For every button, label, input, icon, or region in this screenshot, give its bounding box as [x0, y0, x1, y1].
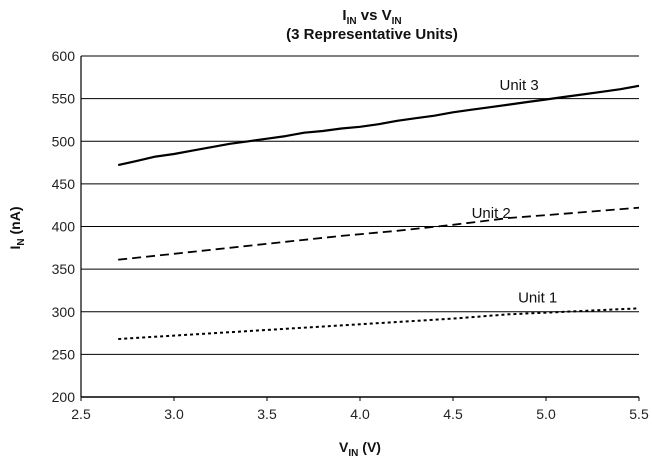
y-axis-label: IN (nA): [7, 206, 27, 249]
annotation-unit-3: Unit 3: [500, 77, 539, 94]
y-tick-label: 350: [52, 261, 76, 277]
y-tick-label: 450: [52, 176, 76, 192]
series-lines: [117, 84, 640, 340]
x-tick-label: 4.0: [350, 406, 370, 422]
x-tick-label: 5.0: [536, 406, 556, 422]
x-axis-label: VIN (V): [339, 439, 381, 459]
y-tick-label: 200: [52, 389, 76, 405]
y-tick-label: 400: [52, 219, 76, 235]
chart-title-line2: (3 Representative Units): [286, 26, 458, 43]
x-tick-label: 4.5: [443, 406, 463, 422]
y-tick-label: 300: [52, 304, 76, 320]
x-axis-ticks: 2.5 3.0 3.5 4.0 4.5 5.0 5.5: [71, 397, 649, 422]
series-line-unit-1: [118, 307, 640, 340]
chart-title-line1: IIN vs VIN: [342, 7, 401, 27]
y-axis-ticks: 200 250 300 350 400 450 500 550 600: [52, 48, 76, 405]
annotation-unit-2: Unit 2: [472, 205, 511, 222]
x-tick-label: 3.5: [257, 406, 277, 422]
series-annotations: Unit 3 Unit 2 Unit 1: [472, 77, 558, 306]
gridlines: [81, 55, 639, 398]
y-tick-label: 500: [52, 133, 76, 149]
y-tick-label: 250: [52, 346, 76, 362]
x-tick-label: 3.0: [164, 406, 184, 422]
annotation-unit-1: Unit 1: [518, 289, 557, 306]
y-tick-label: 550: [52, 91, 76, 107]
x-tick-label: 5.5: [629, 406, 649, 422]
x-tick-label: 2.5: [71, 406, 91, 422]
series-line-unit-2: [118, 206, 640, 261]
series-line-unit-3: [117, 84, 640, 167]
y-tick-label: 600: [52, 48, 76, 64]
